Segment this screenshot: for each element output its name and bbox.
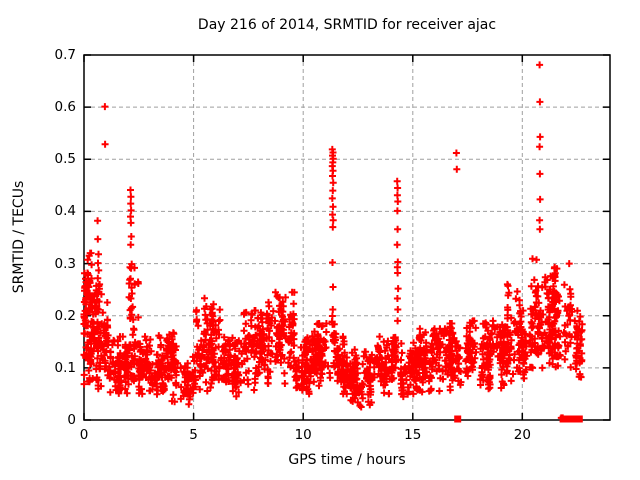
y-axis-title: SRMTID / TECUs — [11, 180, 27, 294]
x-tick-label: 0 — [79, 427, 89, 443]
chart-title: Day 216 of 2014, SRMTID for receiver aja… — [197, 17, 497, 33]
y-tick-label: 0.6 — [54, 99, 76, 116]
y-tick-label: 0.1 — [54, 359, 76, 376]
x-tick-label: 20 — [513, 427, 531, 443]
y-tick-label: 0.5 — [54, 151, 76, 168]
y-tick-label: 0.7 — [54, 47, 76, 63]
y-tick-label: 0.2 — [54, 307, 76, 324]
y-tick-label: 0 — [67, 412, 76, 428]
y-tick-label: 0.3 — [54, 255, 76, 272]
x-axis-title: GPS time / hours — [288, 452, 406, 468]
x-tick-label: 15 — [404, 427, 422, 443]
x-tick-label: 10 — [294, 427, 312, 443]
x-tick-label: 5 — [189, 427, 198, 443]
y-tick-label: 0.4 — [54, 203, 76, 220]
